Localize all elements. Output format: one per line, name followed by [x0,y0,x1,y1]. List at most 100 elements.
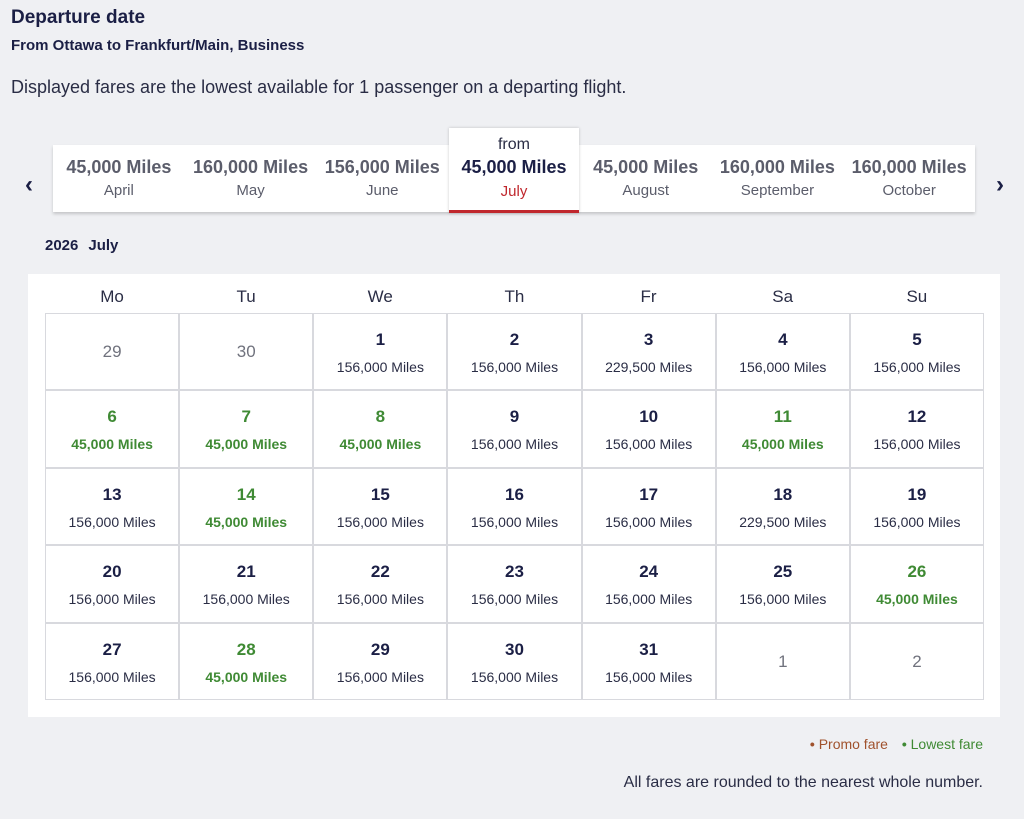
prev-arrow[interactable]: ‹ [25,171,33,198]
day-number: 26 [907,562,927,582]
month-tab[interactable]: 156,000 Miles June [316,145,448,212]
day-number: 29 [102,342,122,361]
day-cell[interactable]: 9 156,000 Miles [447,390,582,468]
weekday: Tu [236,287,256,306]
day-number: 22 [370,562,390,582]
day-number: 2 [509,330,520,349]
day-fare: 229,500 Miles [739,513,827,530]
day-fare: 156,000 Miles [605,436,693,453]
day-cell[interactable]: 15 156,000 Miles [313,467,448,546]
day-cell[interactable]: 29 156,000 Miles [313,622,448,700]
day-cell[interactable]: 1 156,000 Miles [313,313,448,391]
day-cell[interactable]: 28 45,000 Miles [179,622,314,700]
day-fare: 156,000 Miles [336,513,424,530]
day-cell[interactable]: 19 156,000 Miles [849,467,985,546]
day-cell[interactable]: 13 156,000 Miles [45,467,180,546]
day-cell[interactable]: 4 156,000 Miles [715,313,850,391]
fare-note: Displayed fares are the lowest available… [11,77,627,97]
day-fare: 156,000 Miles [873,436,961,453]
day-number: 29 [370,639,390,659]
next-arrow[interactable]: › [996,171,1004,198]
month-tab[interactable]: from 45,000 Miles July [449,128,579,213]
day-number: 17 [639,484,659,504]
month-tab[interactable]: 160,000 Miles October [843,145,975,212]
day-cell[interactable]: 12 156,000 Miles [849,390,985,468]
day-number: 7 [241,407,251,427]
weekday: Su [906,287,928,306]
day-number: 12 [907,407,927,427]
day-number: 9 [509,407,520,427]
day-fare: 156,000 Miles [336,359,424,375]
calendar-panel [28,274,1000,717]
day-cell[interactable]: 7 45,000 Miles [179,390,314,468]
month-tab[interactable]: 45,000 Miles April [53,145,185,212]
month-tab[interactable]: 160,000 Miles May [185,145,317,212]
day-cell[interactable]: 24 156,000 Miles [581,545,716,623]
day-fare: 45,000 Miles [339,436,422,453]
tab-month: June [366,182,399,199]
day-fare: 156,000 Miles [336,591,424,608]
day-fare: 156,000 Miles [605,591,693,608]
day-cell[interactable]: 23 156,000 Miles [447,545,582,623]
day-fare: 156,000 Miles [68,591,156,608]
day-cell[interactable]: 11 45,000 Miles [715,390,850,468]
day-number: 1 [375,330,386,349]
year-month: 2026 July [45,237,128,254]
day-cell[interactable]: 10 156,000 Miles [581,390,716,468]
day-number: 8 [375,407,386,427]
day-fare: 156,000 Miles [336,668,424,685]
day-cell[interactable]: 5 156,000 Miles [849,313,985,391]
day-cell[interactable]: 22 156,000 Miles [313,545,448,623]
month-tab[interactable]: 160,000 Miles September [712,145,844,212]
legend: • Promo fare • Lowest fare [800,736,983,752]
lowest-legend: • Lowest fare [901,736,983,752]
month-tab[interactable]: 45,000 Miles August [580,145,712,212]
day-cell[interactable]: 26 45,000 Miles [849,545,985,623]
day-number: 16 [505,484,524,504]
day-cell[interactable]: 25 156,000 Miles [715,545,850,623]
tab-fare: 160,000 Miles [719,157,835,177]
day-fare: 156,000 Miles [470,668,559,685]
tab-fare: 45,000 Miles [66,157,172,177]
day-cell: 1 [715,622,850,700]
tab-fare: 45,000 Miles [593,157,699,177]
day-cell[interactable]: 14 45,000 Miles [179,467,314,546]
day-cell[interactable]: 20 156,000 Miles [45,545,180,623]
day-fare: 45,000 Miles [205,513,288,530]
day-fare: 156,000 Miles [470,591,559,608]
weekday: Fr [640,287,657,306]
day-fare: 45,000 Miles [205,668,288,685]
day-fare: 229,500 Miles [605,359,693,375]
day-cell[interactable]: 6 45,000 Miles [45,390,180,468]
day-cell[interactable]: 27 156,000 Miles [45,622,180,700]
day-cell[interactable]: 18 229,500 Miles [715,467,850,546]
day-cell[interactable]: 31 156,000 Miles [581,622,716,700]
day-fare: 156,000 Miles [873,513,961,530]
tab-month: August [622,182,670,199]
weekday: Mo [100,287,124,306]
tab-fare: 160,000 Miles [851,157,967,177]
day-cell: 29 [45,313,180,391]
tab-month: September [740,182,815,199]
day-fare: 156,000 Miles [470,513,559,530]
day-cell[interactable]: 3 229,500 Miles [581,313,716,391]
day-cell[interactable]: 8 45,000 Miles [313,390,448,468]
day-cell[interactable]: 17 156,000 Miles [581,467,716,546]
month: July [88,237,119,254]
day-number: 2 [912,651,922,671]
tab-month: October [882,182,936,199]
day-number: 14 [236,484,256,504]
legend-label: Promo fare [818,736,888,752]
day-cell[interactable]: 21 156,000 Miles [179,545,314,623]
day-number: 4 [778,330,788,349]
day-number: 3 [643,330,654,349]
day-cell[interactable]: 30 156,000 Miles [447,622,582,700]
day-fare: 156,000 Miles [68,668,156,685]
day-number: 30 [236,342,256,361]
day-fare: 156,000 Miles [605,668,693,685]
day-number: 18 [773,484,793,504]
day-fare: 156,000 Miles [470,359,559,375]
day-cell[interactable]: 2 156,000 Miles [447,313,582,391]
day-cell[interactable]: 16 156,000 Miles [447,467,582,546]
